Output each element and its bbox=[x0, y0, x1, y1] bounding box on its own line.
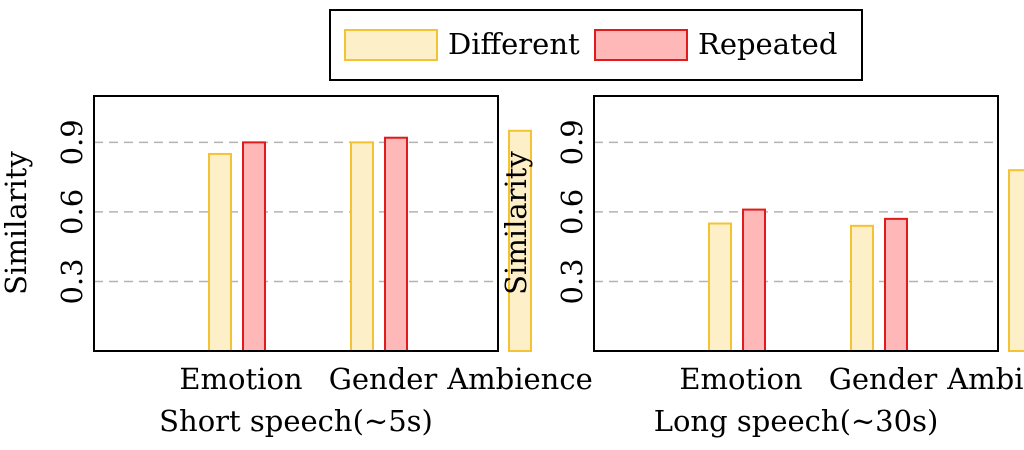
y-tick-labels: 0.3 0.6 0.9 bbox=[55, 119, 89, 304]
x-tick-label: Ambience bbox=[946, 362, 1024, 396]
bar-repeated-emotion bbox=[242, 141, 266, 352]
bar-different-emotion bbox=[708, 222, 732, 352]
x-tick-label: Emotion bbox=[679, 362, 802, 396]
grid-lines bbox=[594, 141, 998, 283]
y-tick-labels: 0.3 0.6 0.9 bbox=[555, 119, 589, 304]
y-tick-label: 0.3 bbox=[55, 258, 89, 304]
y-tick-label: 0.3 bbox=[555, 258, 589, 304]
x-tick-label: Gender bbox=[829, 362, 938, 396]
bar-repeated-emotion bbox=[742, 208, 766, 352]
grid-lines bbox=[94, 141, 498, 283]
y-tick-label: 0.9 bbox=[555, 119, 589, 165]
legend-swatch-different bbox=[344, 29, 438, 61]
legend: Different Repeated bbox=[329, 9, 863, 81]
bar-different-ambience bbox=[1008, 169, 1024, 352]
chart-short-speech: 0.3 0.6 0.9 Emotion Gender Ambience Similari… bbox=[0, 95, 593, 438]
x-tick-label: Emotion bbox=[179, 362, 302, 396]
legend-label-different: Different bbox=[448, 27, 580, 61]
plot-frame bbox=[93, 95, 499, 352]
legend-label-repeated: Repeated bbox=[698, 27, 837, 61]
bar-different-emotion bbox=[208, 152, 232, 352]
bar-different-ambience bbox=[508, 129, 532, 352]
bar-repeated-gender bbox=[884, 217, 908, 352]
bars bbox=[708, 169, 1024, 352]
y-axis-label: Similarity bbox=[499, 151, 533, 295]
bar-different-gender bbox=[850, 224, 874, 352]
bars bbox=[208, 129, 532, 352]
y-tick-label: 0.6 bbox=[555, 189, 589, 235]
x-tick-label: Gender bbox=[329, 362, 438, 396]
legend-swatch-repeated bbox=[594, 29, 688, 61]
x-axis-label: Short speech(∼5s) bbox=[159, 404, 433, 438]
bar-repeated-gender bbox=[384, 136, 408, 352]
bar-different-gender bbox=[350, 141, 374, 352]
y-tick-label: 0.6 bbox=[55, 189, 89, 235]
x-tick-label: Ambience bbox=[446, 362, 593, 396]
y-axis-label: Similarity bbox=[0, 151, 33, 295]
plot-frame bbox=[593, 95, 999, 352]
y-tick-label: 0.9 bbox=[55, 119, 89, 165]
x-axis-label: Long speech(∼30s) bbox=[654, 404, 939, 438]
